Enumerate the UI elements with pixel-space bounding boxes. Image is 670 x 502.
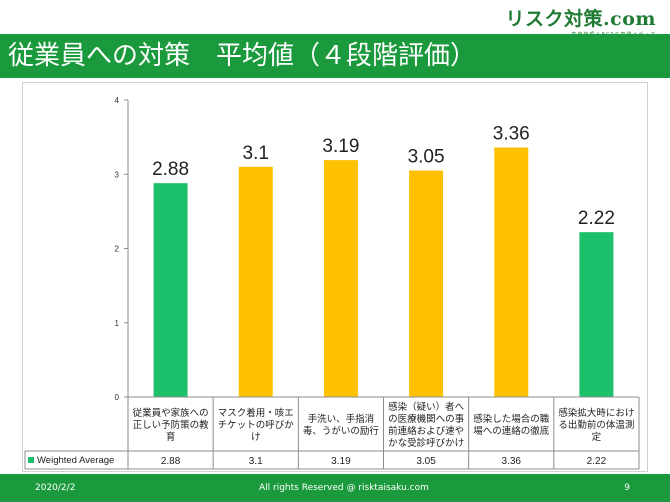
bar [323, 160, 358, 397]
page-number: 9 [624, 483, 630, 493]
bar-value-label: 3.1 [243, 143, 269, 164]
footer-date: 2020/2/2 [35, 483, 76, 493]
bar-value-label: 3.05 [408, 147, 445, 168]
bar-value-label: 2.88 [152, 159, 189, 180]
bar-value-label: 2.22 [578, 208, 615, 229]
category-label: 感染（疑い）者への医療機関への事前連絡および速やかな受診呼びかけ [388, 401, 465, 449]
table-value-cell: 2.22 [587, 456, 607, 467]
bar [238, 166, 273, 397]
bar [409, 170, 444, 397]
y-tick-label: 2 [115, 245, 120, 254]
legend-series-name: Weighted Average [37, 455, 114, 466]
table-value-cell: 3.19 [331, 456, 351, 467]
category-label: 従業員や家族への正しい予防策の教育 [133, 407, 210, 443]
brand-name: リスク対策.com [505, 8, 656, 30]
footer-bar: 2020/2/2 All rights Reserved @ risktaisa… [0, 474, 670, 502]
table-value-cell: 3.05 [416, 456, 436, 467]
bar-value-label: 3.19 [322, 136, 359, 157]
bar [153, 183, 188, 397]
table-value-cell: 3.1 [249, 456, 263, 467]
category-label: 手洗い、手指消毒、うがいの励行 [303, 413, 380, 437]
y-tick-label: 1 [115, 319, 120, 328]
y-tick-label: 4 [115, 96, 120, 105]
category-label: 感染した場合の職場への連絡の徹底 [473, 413, 550, 437]
bar-value-label: 3.36 [493, 124, 530, 145]
chart-frame: 0 1 2 3 4 2.88 3.1 3.19 3.05 3.36 2.22 従業員や家族への正しい予… [22, 82, 648, 472]
table-value-cell: 3.36 [502, 456, 522, 467]
bar-chart: 0 1 2 3 4 2.88 3.1 3.19 3.05 3.36 2.22 従業員や家族への正しい予… [24, 96, 640, 470]
legend-key [28, 457, 34, 463]
table-value-cell: 2.88 [161, 456, 181, 467]
footer-copyright: All rights Reserved @ risktaisaku.com [259, 483, 429, 493]
category-label: 感染拡大時における出勤前の体温測定 [558, 407, 634, 443]
title-bar: 従業員への対策 平均値（４段階評価） [0, 34, 670, 78]
category-label: マスク着用・咳エチケットの呼びかけ [218, 407, 295, 443]
y-tick-label: 3 [115, 170, 120, 179]
bar [579, 232, 614, 397]
slide-title: 従業員への対策 平均値（４段階評価） [8, 41, 477, 71]
brand-logo: リスク対策.com 危機管理とBCPの専門メディア [506, 4, 656, 38]
bar [494, 147, 529, 397]
y-tick-label: 0 [115, 393, 120, 402]
